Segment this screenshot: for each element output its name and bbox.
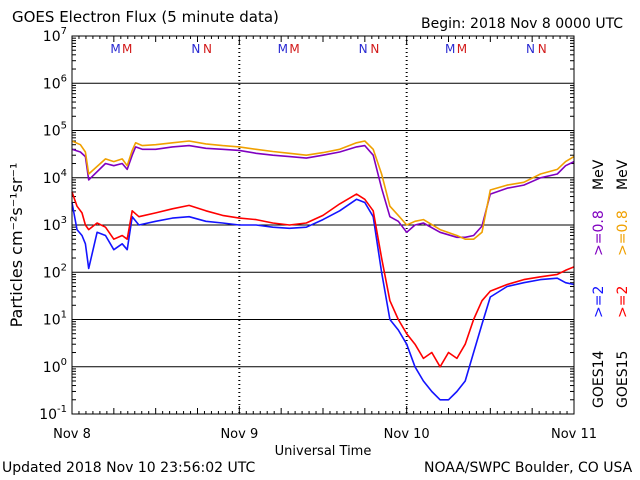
y-tick-label: 104 <box>43 168 67 187</box>
x-tick-label: Nov 10 <box>384 427 430 442</box>
mn-marker: M <box>278 42 288 56</box>
mn-marker: N <box>359 42 368 56</box>
legend-satellite: GOES14 <box>591 350 607 408</box>
y-tick-label: 107 <box>43 26 67 45</box>
series-line <box>71 191 575 368</box>
x-tick-label: Nov 9 <box>220 427 258 442</box>
mn-marker: M <box>289 42 299 56</box>
x-axis-label: Universal Time <box>275 444 372 459</box>
mn-marker: M <box>110 42 120 56</box>
legend-energy: >=0.8 <box>591 210 607 256</box>
mn-marker: M <box>457 42 467 56</box>
legend-energy: >=2 <box>615 286 631 318</box>
chart-title: GOES Electron Flux (5 minute data) <box>12 8 279 26</box>
mn-marker: N <box>538 42 547 56</box>
mn-marker: N <box>191 42 200 56</box>
series-line <box>71 198 575 401</box>
y-tick-label: 103 <box>43 215 67 234</box>
series-line <box>71 144 575 239</box>
updated-timestamp: Updated 2018 Nov 10 23:56:02 UTC <box>2 460 256 476</box>
y-tick-label: 101 <box>43 310 67 329</box>
y-tick-label: 102 <box>43 262 67 281</box>
x-tick-label: Nov 8 <box>53 427 91 442</box>
legend-unit: MeV <box>615 159 631 190</box>
mn-marker: N <box>370 42 379 56</box>
x-tick-label: Nov 11 <box>551 427 597 442</box>
mn-marker: M <box>445 42 455 56</box>
y-tick-label: 106 <box>43 73 67 92</box>
mn-marker: N <box>526 42 535 56</box>
y-axis-label: Particles cm⁻²s⁻¹sr⁻¹ <box>7 163 26 328</box>
credit-text: NOAA/SWPC Boulder, CO USA <box>424 460 633 476</box>
legend-unit: MeV <box>591 159 607 190</box>
begin-time: Begin: 2018 Nov 8 0000 UTC <box>421 16 624 32</box>
y-tick-label: 100 <box>43 357 67 376</box>
series-line <box>71 140 575 240</box>
legend-satellite: GOES15 <box>615 351 631 408</box>
mn-marker: M <box>122 42 132 56</box>
plot-frame <box>71 35 575 415</box>
y-tick-label: 105 <box>43 121 67 140</box>
mn-marker: N <box>203 42 212 56</box>
y-tick-label: 10-1 <box>39 404 67 423</box>
legend-energy: >=0.8 <box>615 210 631 256</box>
legend-energy: >=2 <box>591 286 607 318</box>
